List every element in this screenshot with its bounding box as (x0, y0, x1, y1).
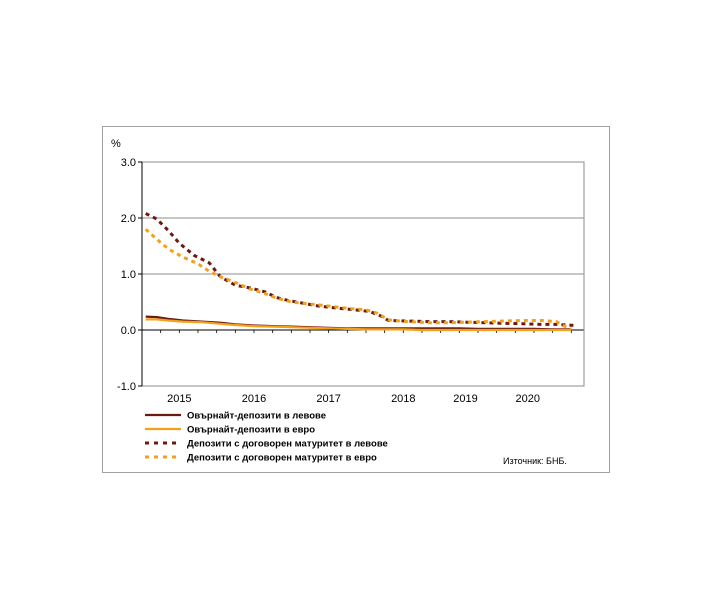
series-line-4 (144, 228, 572, 331)
x-tick-label: 2020 (516, 393, 540, 405)
x-tick-label: 2018 (391, 393, 415, 405)
legend-label-3: Депозити с договорен матуритет в левове (187, 439, 388, 450)
source-note: Източник: БНБ. (503, 456, 567, 466)
legend-label-2: Овърнайт-депозити в евро (187, 425, 315, 436)
y-tick-label: 3.0 (121, 157, 136, 169)
x-tick-label: 2017 (316, 393, 340, 405)
legend-label-4: Депозити с договорен матуритет в евро (187, 453, 377, 464)
y-tick-label: -1.0 (117, 381, 136, 393)
x-tick-label: 2019 (453, 393, 477, 405)
line-chart: 3.0 2.0 1.0 0.0 -1.0 2015 2016 2017 2018 2019 2020… (111, 138, 585, 466)
chart-frame: 3.0 2.0 1.0 0.0 -1.0 2015 2016 2017 2018 2019 2020… (102, 126, 610, 473)
x-tick-label: 2016 (242, 393, 266, 405)
axis-layer: 3.0 2.0 1.0 0.0 -1.0 2015 2016 2017 2018 2019 2020 (117, 157, 572, 405)
series-layer (144, 212, 576, 332)
y-tick-label: 1.0 (121, 269, 136, 281)
x-tick-label: 2015 (167, 393, 191, 405)
series-line-2 (145, 318, 572, 332)
legend: Овърнайт-депозити в левове Овърнайт-депоз… (145, 411, 388, 464)
y-tick-label: 0.0 (121, 325, 136, 337)
grid-layer (141, 161, 585, 387)
legend-label-1: Овърнайт-депозити в левове (187, 411, 326, 422)
y-axis-unit-label: % (111, 138, 121, 150)
y-tick-label: 2.0 (121, 213, 136, 225)
